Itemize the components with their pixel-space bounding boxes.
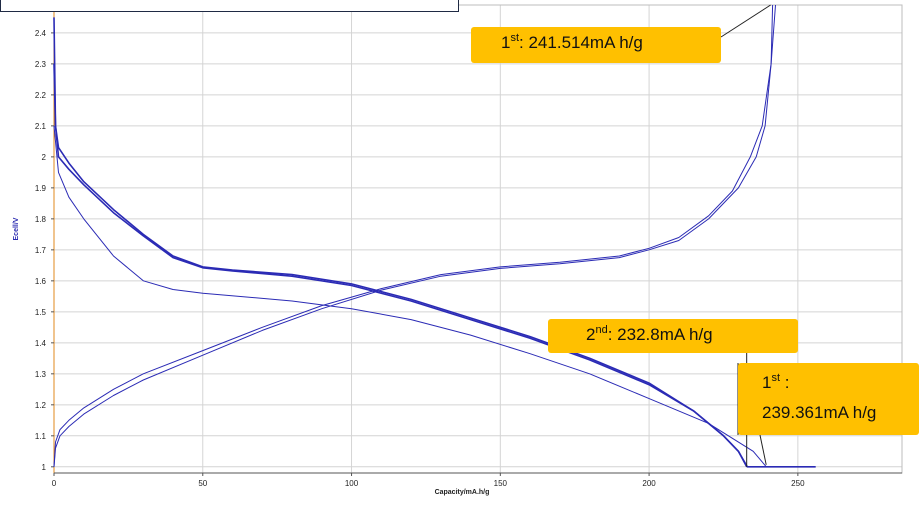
callout-2-suffix: nd bbox=[595, 324, 608, 336]
callout-1-ordinal: 1 bbox=[501, 33, 511, 52]
y-tick-label: 1.7 bbox=[35, 246, 47, 255]
y-tick-label: 1.9 bbox=[35, 184, 47, 193]
callout-first-discharge-capacity: 1st : 239.361mA h/g bbox=[738, 363, 919, 435]
y-tick-label: 2.1 bbox=[35, 122, 47, 131]
series-layer bbox=[53, 4, 816, 468]
series-line bbox=[53, 4, 774, 467]
y-tick-label: 1 bbox=[42, 463, 47, 472]
leader-line bbox=[720, 4, 771, 38]
callout-3-suffix: st bbox=[771, 372, 781, 384]
leader-line bbox=[759, 434, 767, 465]
x-axis-title: Capacity/mA.h/g bbox=[435, 489, 490, 496]
y-tick-label: 1.3 bbox=[35, 370, 47, 379]
callout-1-suffix: st bbox=[510, 32, 520, 44]
y-tick-label: 2 bbox=[42, 153, 47, 162]
x-tick-label: 250 bbox=[791, 479, 805, 488]
series-line bbox=[53, 125, 767, 468]
callout-3-value: 239.361mA h/g bbox=[762, 403, 877, 422]
callout-3-colon: : bbox=[780, 373, 790, 392]
grid-layer bbox=[53, 4, 903, 474]
x-tick-label: 50 bbox=[198, 479, 207, 488]
x-tick-label: 200 bbox=[642, 479, 656, 488]
legend-panel bbox=[0, 0, 459, 12]
y-tick-label: 1.2 bbox=[35, 401, 47, 410]
callout-3-ordinal: 1 bbox=[762, 373, 772, 392]
x-tick-label: 100 bbox=[345, 479, 359, 488]
callout-1-value: : 241.514mA h/g bbox=[519, 33, 643, 52]
series-line bbox=[53, 17, 816, 468]
callout-second-discharge-capacity: 2nd: 232.8mA h/g bbox=[548, 319, 798, 353]
x-tick-label: 150 bbox=[494, 479, 508, 488]
y-tick-label: 1.8 bbox=[35, 215, 47, 224]
y-tick-label: 1.6 bbox=[35, 277, 47, 286]
callout-2-ordinal: 2 bbox=[586, 325, 596, 344]
y-axis-title: Ecell/V bbox=[13, 217, 20, 240]
callout-3-line1: 1st : bbox=[762, 368, 909, 398]
series-line bbox=[53, 63, 748, 468]
callout-first-charge-capacity: 1st: 241.514mA h/g bbox=[471, 27, 721, 63]
y-tick-label: 1.5 bbox=[35, 308, 47, 317]
x-tick-label: 0 bbox=[52, 479, 57, 488]
y-tick-label: 1.4 bbox=[35, 339, 47, 348]
y-tick-label: 2.3 bbox=[35, 60, 47, 69]
y-tick-label: 2.4 bbox=[35, 29, 47, 38]
callout-2-value: : 232.8mA h/g bbox=[607, 325, 713, 344]
y-tick-label: 2.2 bbox=[35, 91, 47, 100]
series-line bbox=[53, 4, 776, 467]
y-tick-label: 1.1 bbox=[35, 432, 47, 441]
